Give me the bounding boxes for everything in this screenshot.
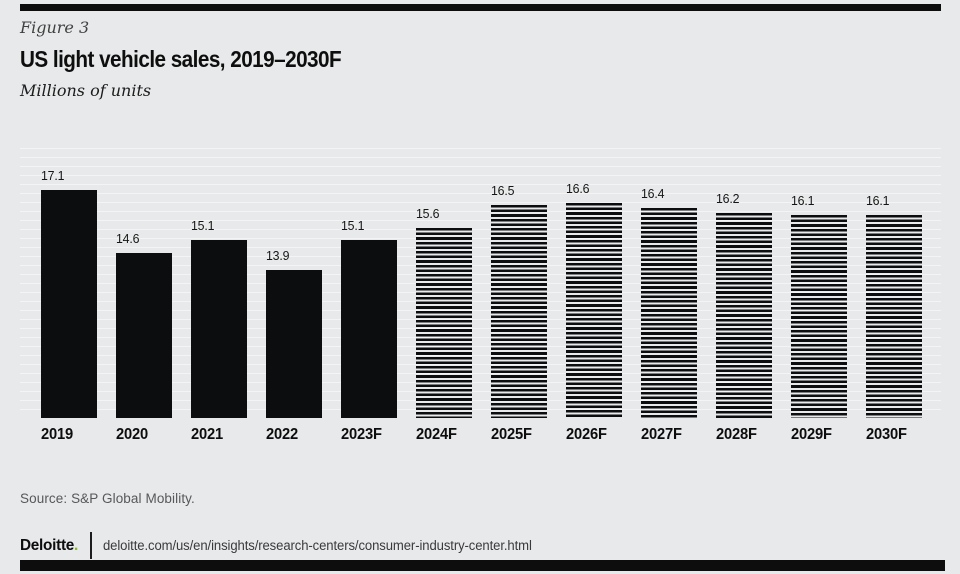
bar-2030F [866, 215, 922, 418]
figure-number-label: Figure 3 [20, 18, 90, 37]
bar-category-label: 2025F [491, 426, 532, 443]
bar-2026F [566, 203, 622, 418]
bar-2023F [341, 240, 397, 418]
bar-category-label: 2023F [341, 426, 382, 443]
footer-divider [90, 532, 93, 559]
bar-chart-plot-area: 17.1 2019 14.6 2020 15.1 2021 13.9 2022 15.1 2023… [20, 148, 941, 443]
bar-value-label: 16.1 [866, 193, 890, 208]
bar-2025F [491, 205, 547, 418]
bar-value-label: 15.1 [191, 218, 215, 233]
bar-2022 [266, 270, 322, 418]
bar-value-label: 15.1 [341, 218, 365, 233]
bar-2028F [716, 213, 772, 418]
bar-2027F [641, 208, 697, 418]
bar-2024F [416, 228, 472, 418]
chart-subtitle: Millions of units [20, 81, 152, 100]
bar-category-label: 2027F [641, 426, 682, 443]
deloitte-logo: Deloitte. [20, 537, 78, 555]
bar-category-label: 2021 [191, 426, 224, 443]
bar-2019 [41, 190, 97, 418]
bar-category-label: 2020 [116, 426, 149, 443]
chart-title: US light vehicle sales, 2019–2030F [20, 46, 342, 72]
bar-value-label: 16.5 [491, 183, 515, 198]
bar-2021 [191, 240, 247, 418]
bar-2029F [791, 215, 847, 418]
bar-value-label: 13.9 [266, 248, 290, 263]
bar-category-label: 2029F [791, 426, 832, 443]
bar-category-label: 2024F [416, 426, 457, 443]
bar-category-label: 2019 [41, 426, 74, 443]
deloitte-wordmark: Deloitte [20, 536, 75, 554]
bar-value-label: 16.4 [641, 186, 665, 201]
bar-category-label: 2028F [716, 426, 757, 443]
bar-value-label: 16.6 [566, 181, 590, 196]
bar-category-label: 2026F [566, 426, 607, 443]
bar-2020 [116, 253, 172, 418]
bar-value-label: 17.1 [41, 168, 65, 183]
figure-top-rule [20, 4, 941, 11]
bar-category-label: 2030F [866, 426, 907, 443]
bar-value-label: 16.1 [791, 193, 815, 208]
source-note: Source: S&P Global Mobility. [20, 491, 195, 506]
footer: Deloitte. deloitte.com/us/en/insights/re… [20, 532, 545, 559]
bar-value-label: 16.2 [716, 191, 740, 206]
bar-value-label: 15.6 [416, 206, 440, 221]
bar-value-label: 14.6 [116, 231, 140, 246]
figure-bottom-rule [20, 560, 945, 571]
deloitte-green-dot-icon: . [74, 536, 79, 554]
bar-category-label: 2022 [266, 426, 299, 443]
footer-url: deloitte.com/us/en/insights/research-cen… [103, 538, 533, 553]
